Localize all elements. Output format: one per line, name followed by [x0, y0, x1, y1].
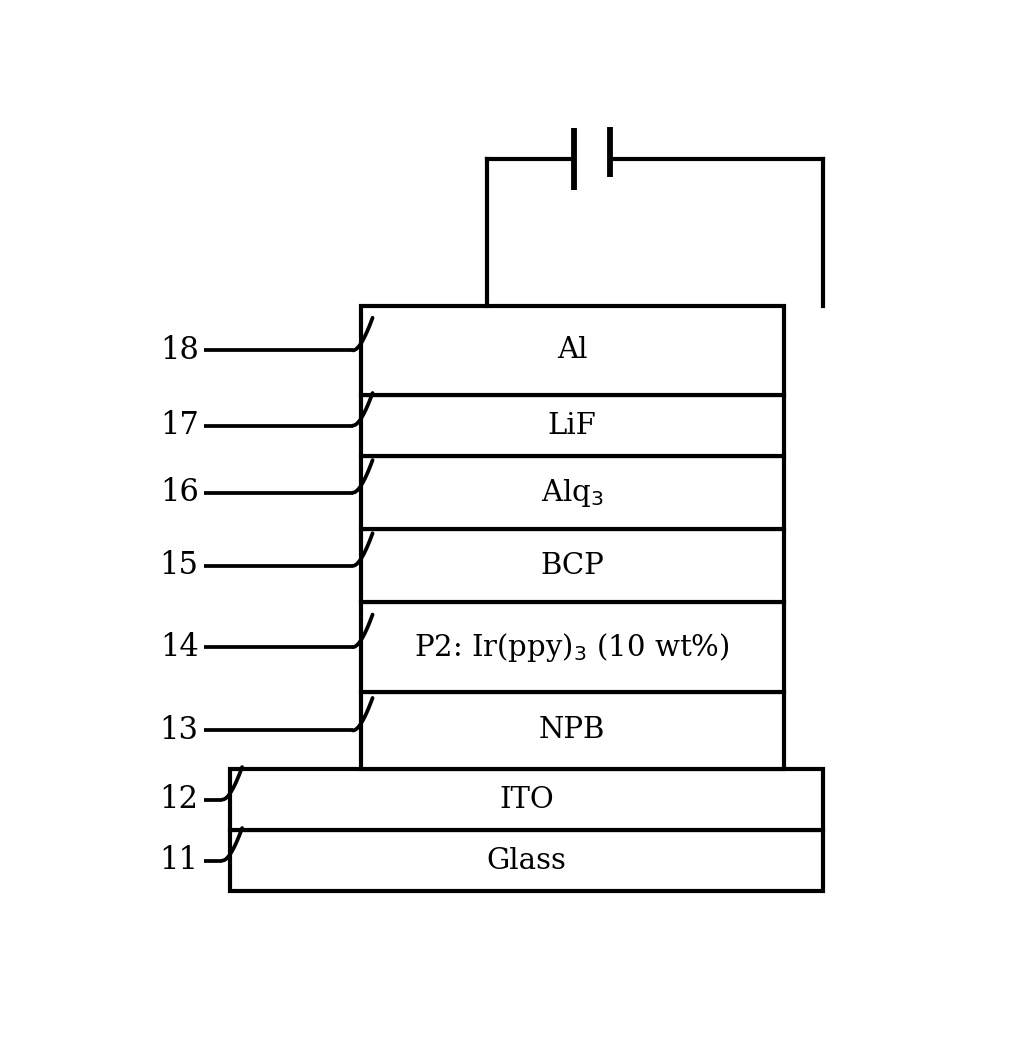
Bar [361, 305, 783, 395]
Text: P2: Ir(ppy)$_3$ (10 wt%): P2: Ir(ppy)$_3$ (10 wt%) [414, 630, 730, 663]
Text: 13: 13 [160, 715, 199, 746]
Bar [361, 692, 783, 769]
Text: 17: 17 [160, 410, 199, 441]
Text: Glass: Glass [486, 847, 567, 874]
Text: 15: 15 [160, 550, 199, 581]
Text: 16: 16 [160, 477, 199, 508]
Text: 14: 14 [160, 631, 199, 662]
Text: 12: 12 [160, 784, 199, 815]
Bar [361, 602, 783, 692]
Text: 18: 18 [160, 335, 199, 365]
Text: 11: 11 [160, 845, 199, 876]
Bar [361, 456, 783, 529]
Text: ITO: ITO [499, 786, 553, 813]
Bar [361, 395, 783, 456]
Text: NPB: NPB [538, 716, 604, 744]
Bar [361, 529, 783, 602]
Text: Al: Al [556, 336, 587, 364]
Text: BCP: BCP [540, 552, 603, 580]
Text: LiF: LiF [547, 412, 596, 439]
Text: Alq$_3$: Alq$_3$ [540, 476, 603, 509]
Bar [230, 769, 822, 830]
Bar [230, 830, 822, 891]
